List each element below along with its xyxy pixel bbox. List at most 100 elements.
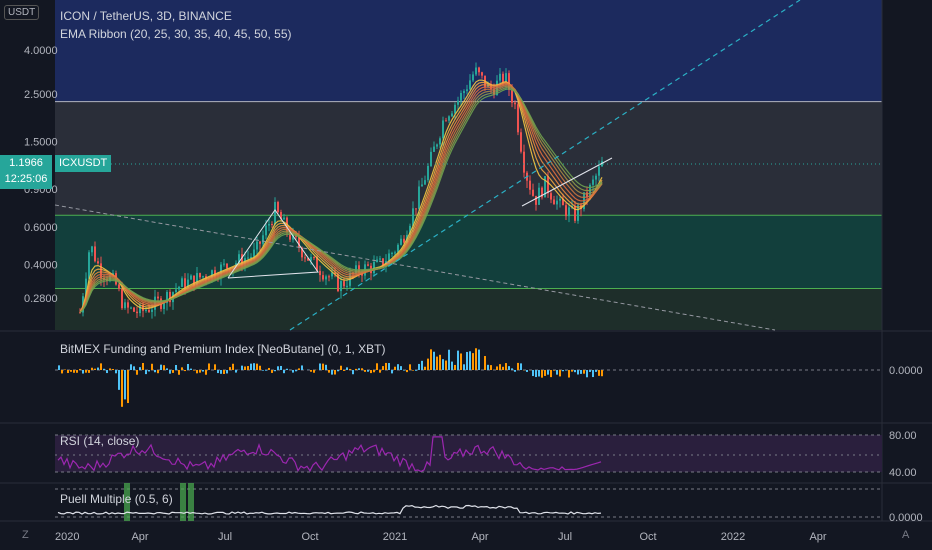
candle-body — [307, 258, 309, 261]
candle-body — [574, 205, 576, 221]
funding-bar — [220, 370, 222, 374]
candle-body — [268, 224, 270, 226]
candle-body — [139, 305, 141, 314]
funding-bar — [163, 365, 165, 370]
funding-bar — [82, 370, 84, 374]
x-tick-label: Apr — [131, 531, 148, 543]
funding-bar — [505, 363, 507, 370]
candle-body — [388, 253, 390, 262]
candle-body — [562, 198, 564, 206]
candle-body — [376, 259, 378, 263]
rsi-title[interactable]: RSI (14, close) — [60, 434, 140, 448]
funding-bar — [274, 370, 276, 372]
auto-scale-icon[interactable]: A — [902, 529, 910, 541]
candle-body — [475, 67, 477, 75]
candle-body — [514, 102, 516, 105]
candle-body — [541, 187, 543, 198]
rsi-80-label: 80.00 — [889, 430, 917, 442]
puell-highlight — [124, 483, 130, 521]
funding-bar — [253, 363, 255, 370]
funding-bar — [553, 370, 555, 371]
funding-bar — [508, 366, 510, 370]
candle-body — [133, 307, 135, 312]
funding-bar — [424, 366, 426, 370]
candle-body — [118, 284, 120, 289]
candle-body — [454, 104, 456, 114]
candle-body — [517, 104, 519, 133]
candle-body — [325, 276, 327, 280]
candle-body — [391, 252, 393, 254]
candle-body — [421, 184, 423, 187]
funding-bar — [448, 349, 450, 370]
candle-body — [313, 257, 315, 259]
funding-bar — [418, 363, 420, 370]
funding-bar — [292, 370, 294, 373]
zone-mid — [55, 101, 882, 216]
candle-body — [592, 179, 594, 185]
funding-bar — [568, 370, 570, 378]
funding-bar — [340, 365, 342, 370]
funding-bar — [499, 364, 501, 370]
candle-body — [544, 176, 546, 198]
funding-bar — [178, 370, 180, 375]
ascending-trendline — [289, 0, 801, 331]
funding-bar — [475, 348, 477, 370]
funding-bar — [295, 370, 297, 372]
candle-body — [466, 89, 468, 92]
funding-bar — [484, 356, 486, 370]
x-tick-label: 2022 — [721, 531, 745, 543]
funding-bar — [145, 370, 147, 375]
funding-bar — [271, 370, 273, 373]
funding-bar — [355, 368, 357, 370]
currency-badge[interactable]: USDT — [4, 5, 40, 20]
candle-body — [316, 257, 318, 271]
funding-bar — [58, 365, 60, 370]
funding-bar — [538, 370, 540, 377]
funding-bar — [421, 360, 423, 370]
candle-body — [559, 198, 561, 201]
candle-body — [199, 273, 201, 278]
zone-teal — [55, 215, 882, 289]
candle-body — [178, 286, 180, 290]
funding-bar — [166, 368, 168, 370]
funding-bar — [103, 368, 105, 370]
candle-body — [415, 208, 417, 210]
funding-bar — [247, 366, 249, 370]
zone-bottom — [55, 288, 882, 330]
funding-bar — [109, 368, 111, 370]
timezone-icon[interactable]: Z — [22, 529, 29, 541]
puell-title[interactable]: Puell Multiple (0.5, 6) — [60, 492, 173, 506]
funding-bar — [541, 370, 543, 378]
candle-body — [85, 278, 87, 297]
candle-body — [130, 307, 132, 309]
triangle-pattern — [227, 209, 319, 279]
ema-ribbon-label[interactable]: EMA Ribbon (20, 25, 30, 35, 40, 45, 50, … — [60, 27, 292, 41]
funding-bar — [97, 367, 99, 370]
funding-bar — [502, 366, 504, 370]
candle-body — [427, 165, 429, 181]
candle-body — [412, 208, 414, 226]
funding-bar — [319, 363, 321, 370]
candle-body — [538, 187, 540, 205]
candle-body — [283, 217, 285, 220]
candle-body — [136, 311, 138, 314]
candle-body — [223, 263, 225, 265]
candle-body — [502, 73, 504, 84]
rsi-line — [57, 436, 602, 473]
funding-bar — [301, 365, 303, 370]
funding-bar — [181, 367, 183, 370]
funding-bar — [226, 370, 228, 374]
candle-body — [97, 261, 99, 264]
funding-bar — [175, 365, 177, 370]
funding-bar — [199, 370, 201, 373]
funding-bar — [331, 370, 333, 375]
candle-body — [256, 241, 258, 250]
funding-title[interactable]: BitMEX Funding and Premium Index [NeoBut… — [60, 342, 386, 356]
funding-bar — [379, 370, 381, 373]
candle-body — [589, 184, 591, 198]
funding-bar — [562, 370, 564, 372]
rsi-40-label: 40.00 — [889, 467, 917, 479]
candle-body — [556, 200, 558, 205]
funding-bar — [61, 370, 63, 374]
